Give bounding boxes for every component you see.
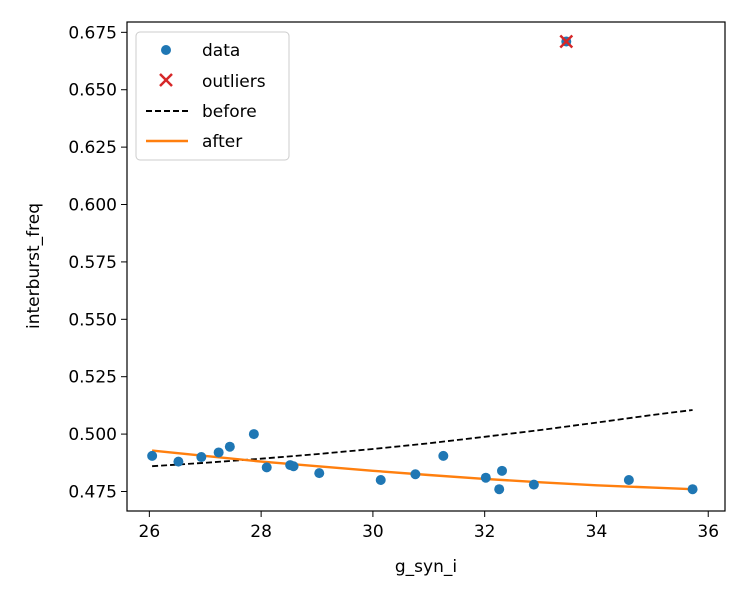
plot-frame <box>126 21 726 512</box>
y-tick-label: 0.525 <box>68 368 117 388</box>
data-point <box>497 465 508 476</box>
legend-box <box>135 31 290 161</box>
legend-label-outliers: outliers <box>202 72 266 92</box>
x-tick-label: 32 <box>474 522 496 542</box>
y-tick-label: 0.625 <box>68 138 117 158</box>
y-tick-label: 0.600 <box>68 196 117 216</box>
legend-marker-outliers <box>159 73 173 87</box>
data-point <box>248 429 259 440</box>
x-tick-label: 26 <box>139 522 161 542</box>
outlier-markers <box>559 34 574 49</box>
series-lines <box>151 409 693 491</box>
legend: data outliers before after <box>135 31 290 161</box>
series-line-after <box>151 449 693 491</box>
series-points <box>147 36 698 495</box>
data-point <box>687 484 698 495</box>
data-point <box>410 469 421 480</box>
y-tick-label: 0.675 <box>68 23 117 43</box>
x-tick-label: 36 <box>697 522 719 542</box>
data-point <box>173 456 184 467</box>
data-point <box>438 450 449 461</box>
legend-marker-data <box>161 45 171 55</box>
data-point <box>224 441 235 452</box>
data-point <box>261 462 272 473</box>
y-axis-ticks: 0.475 0.500 0.525 0.550 0.575 0.600 0.625 0.650… <box>68 23 127 502</box>
outlier-point <box>559 34 574 49</box>
data-point <box>213 447 224 458</box>
data-point <box>375 475 386 486</box>
y-tick-label: 0.575 <box>68 253 117 273</box>
data-point <box>528 479 539 490</box>
y-tick-label: 0.500 <box>68 425 117 445</box>
data-point <box>147 450 158 461</box>
data-point <box>623 475 634 486</box>
x-axis-ticks: 26 28 30 32 34 36 <box>139 511 719 542</box>
x-tick-label: 28 <box>250 522 272 542</box>
legend-label-after: after <box>202 132 242 152</box>
x-axis-label: g_syn_i <box>395 557 457 577</box>
legend-label-before: before <box>202 102 257 122</box>
data-point <box>494 484 505 495</box>
legend-label-data: data <box>202 41 240 61</box>
data-point <box>196 452 207 463</box>
data-point <box>314 468 325 479</box>
y-axis-label: interburst_freq <box>24 203 44 329</box>
data-point <box>480 472 491 483</box>
x-tick-label: 30 <box>362 522 384 542</box>
y-tick-label: 0.550 <box>68 310 117 330</box>
data-point <box>288 461 299 472</box>
y-tick-label: 0.475 <box>68 482 117 502</box>
x-tick-label: 34 <box>586 522 608 542</box>
y-tick-label: 0.650 <box>68 81 117 101</box>
